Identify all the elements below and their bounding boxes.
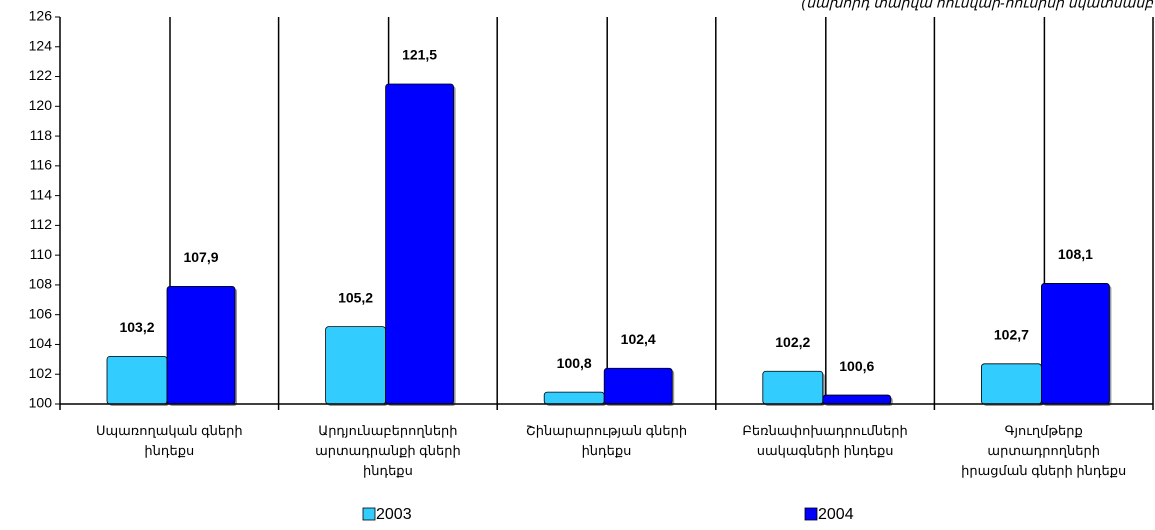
y-tick-label: 114 <box>30 186 53 202</box>
y-tick-label: 126 <box>29 8 53 24</box>
y-tick-label: 104 <box>29 335 53 351</box>
value-label: 121,5 <box>402 47 437 63</box>
bar <box>1041 283 1110 405</box>
chart-subtitle: (նախորդ տարվա հունվար-հունիսի նկատմամբ <box>801 0 1154 11</box>
legend-label: 2003 <box>376 506 412 523</box>
y-tick-label: 102 <box>29 365 53 381</box>
bar <box>385 83 455 405</box>
x-tick-label: Գյուղմթերք արտադրողների իրացման գների ինդե… <box>961 423 1126 478</box>
bar <box>106 355 168 405</box>
bar <box>822 394 892 405</box>
value-label: 108,1 <box>1058 246 1093 262</box>
value-label: 107,9 <box>183 249 218 265</box>
y-tick-label: 116 <box>30 157 53 173</box>
legend-swatch <box>362 507 376 521</box>
bar <box>325 326 387 405</box>
y-tick-label: 120 <box>29 97 53 113</box>
bar <box>543 391 605 405</box>
value-label: 100,6 <box>839 358 874 374</box>
bar <box>762 370 824 405</box>
value-label: 102,4 <box>621 331 656 347</box>
y-tick-label: 122 <box>29 67 53 83</box>
value-label: 105,2 <box>338 289 373 305</box>
bar <box>166 286 236 405</box>
y-tick-label: 124 <box>29 37 53 53</box>
y-tick-label: 100 <box>29 395 53 411</box>
value-label: 100,8 <box>557 355 592 371</box>
y-tick-label: 112 <box>30 216 53 232</box>
y-tick-label: 106 <box>29 305 53 321</box>
value-label: 103,2 <box>119 319 154 335</box>
value-label: 102,2 <box>775 334 810 350</box>
x-tick-label: Շինարարության գների ինդեքս <box>526 423 687 458</box>
value-label: 102,7 <box>994 327 1029 343</box>
bar <box>981 363 1042 405</box>
legend-swatch <box>804 507 818 521</box>
x-tick-label: Բեռնափոխադրումների սակագների ինդեքս <box>742 423 907 458</box>
x-tick-label: Արդյունաբերողների արտադրանքի գների ինդեքս <box>315 423 461 478</box>
y-tick-label: 108 <box>29 276 53 292</box>
x-tick-label: Սպառողական գների ինդեքս <box>96 423 243 458</box>
y-tick-label: 110 <box>30 246 53 262</box>
legend-label: 2004 <box>818 506 854 523</box>
bar <box>603 367 673 405</box>
y-tick-label: 118 <box>30 127 53 143</box>
